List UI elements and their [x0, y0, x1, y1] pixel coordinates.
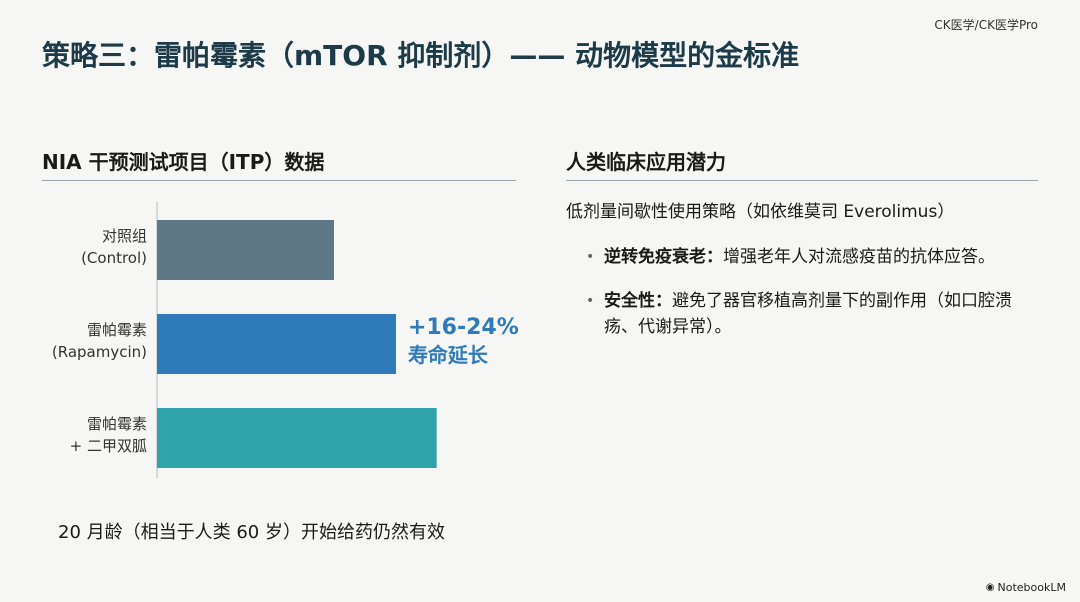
bullet-body: 增强老年人对流感疫苗的抗体应答。: [723, 247, 995, 267]
bullet-term: 逆转免疫衰老：: [604, 247, 723, 267]
bar: [157, 220, 334, 280]
category-label: 雷帕霉素: [87, 415, 147, 433]
left-section-heading: NIA 干预测试项目（ITP）数据: [42, 150, 325, 174]
bullet-term: 安全性：: [604, 291, 672, 311]
lifespan-bar-chart: 对照组 (Control) 雷帕霉素 (Rapamycin) 雷帕霉素 + 二甲双胍 +16…: [52, 202, 519, 478]
bar-annotation: 寿命延长: [408, 343, 489, 367]
bullet-dot-icon: •: [586, 249, 595, 265]
slide-title: 策略三：雷帕霉素（mTOR 抑制剂）—— 动物模型的金标准: [42, 39, 800, 72]
list-item: • 逆转免疫衰老：增强老年人对流感疫苗的抗体应答。: [586, 244, 1036, 270]
category-label: + 二甲双胍: [70, 437, 147, 455]
bar-annotation: +16-24%: [408, 315, 519, 340]
strategy-intro: 低剂量间歇性使用策略（如依维莫司 Everolimus）: [566, 202, 955, 222]
list-item: • 安全性：避免了器官移植高剂量下的副作用（如口腔溃疡、代谢异常）。: [586, 288, 1036, 340]
right-heading-divider: [566, 180, 1038, 181]
notebooklm-icon: ◉: [985, 582, 995, 593]
category-label: 对照组: [102, 227, 147, 245]
right-section-heading: 人类临床应用潜力: [566, 150, 726, 174]
bar: [157, 408, 437, 468]
brand-label: NotebookLM: [997, 581, 1066, 594]
watermark: CK医学/CK医学Pro: [934, 18, 1038, 32]
bar: [157, 314, 396, 374]
chart-footnote: 20 月龄（相当于人类 60 岁）开始给药仍然有效: [58, 522, 445, 543]
left-heading-divider: [42, 180, 516, 181]
benefit-list: • 逆转免疫衰老：增强老年人对流感疫苗的抗体应答。 • 安全性：避免了器官移植高…: [586, 244, 1036, 358]
notebooklm-branding: ◉ NotebookLM: [986, 581, 1066, 594]
category-label: (Control): [81, 249, 147, 267]
category-label: (Rapamycin): [52, 343, 147, 361]
bullet-body: 避免了器官移植高剂量下的副作用（如口腔溃疡、代谢异常）。: [604, 291, 1012, 337]
category-label: 雷帕霉素: [87, 321, 147, 339]
bullet-dot-icon: •: [586, 293, 595, 309]
